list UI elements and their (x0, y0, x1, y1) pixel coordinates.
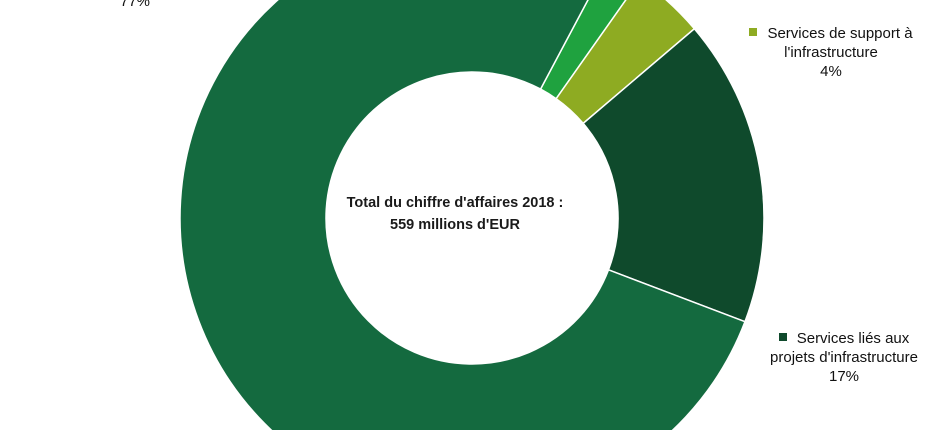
center-label-line1: Total du chiffre d'affaires 2018 : (346, 195, 564, 211)
donut-hole (326, 72, 618, 364)
slice-label-main-percent: 77% (119, 0, 151, 10)
slice-label-projects-percent: 17% (828, 368, 860, 385)
slice-label-support-percent: 4% (820, 63, 842, 80)
center-label-line2: 559 millions d'EUR (390, 217, 520, 233)
slice-label-projects: Services liés aux projets d'infrastructu… (744, 329, 944, 386)
slice-label-support-name: Services de support à l'infrastructure (767, 25, 913, 61)
legend-swatch-projects (778, 333, 787, 341)
slice-label-projects-name: Services liés aux projets d'infrastructu… (770, 330, 918, 366)
legend-swatch-support (749, 28, 758, 36)
slice-label-main: 77% (110, 0, 160, 11)
slice-label-support: Services de support à l'infrastructure 4… (736, 24, 926, 81)
center-label: Total du chiffre d'affaires 2018 : 559 m… (320, 192, 590, 236)
